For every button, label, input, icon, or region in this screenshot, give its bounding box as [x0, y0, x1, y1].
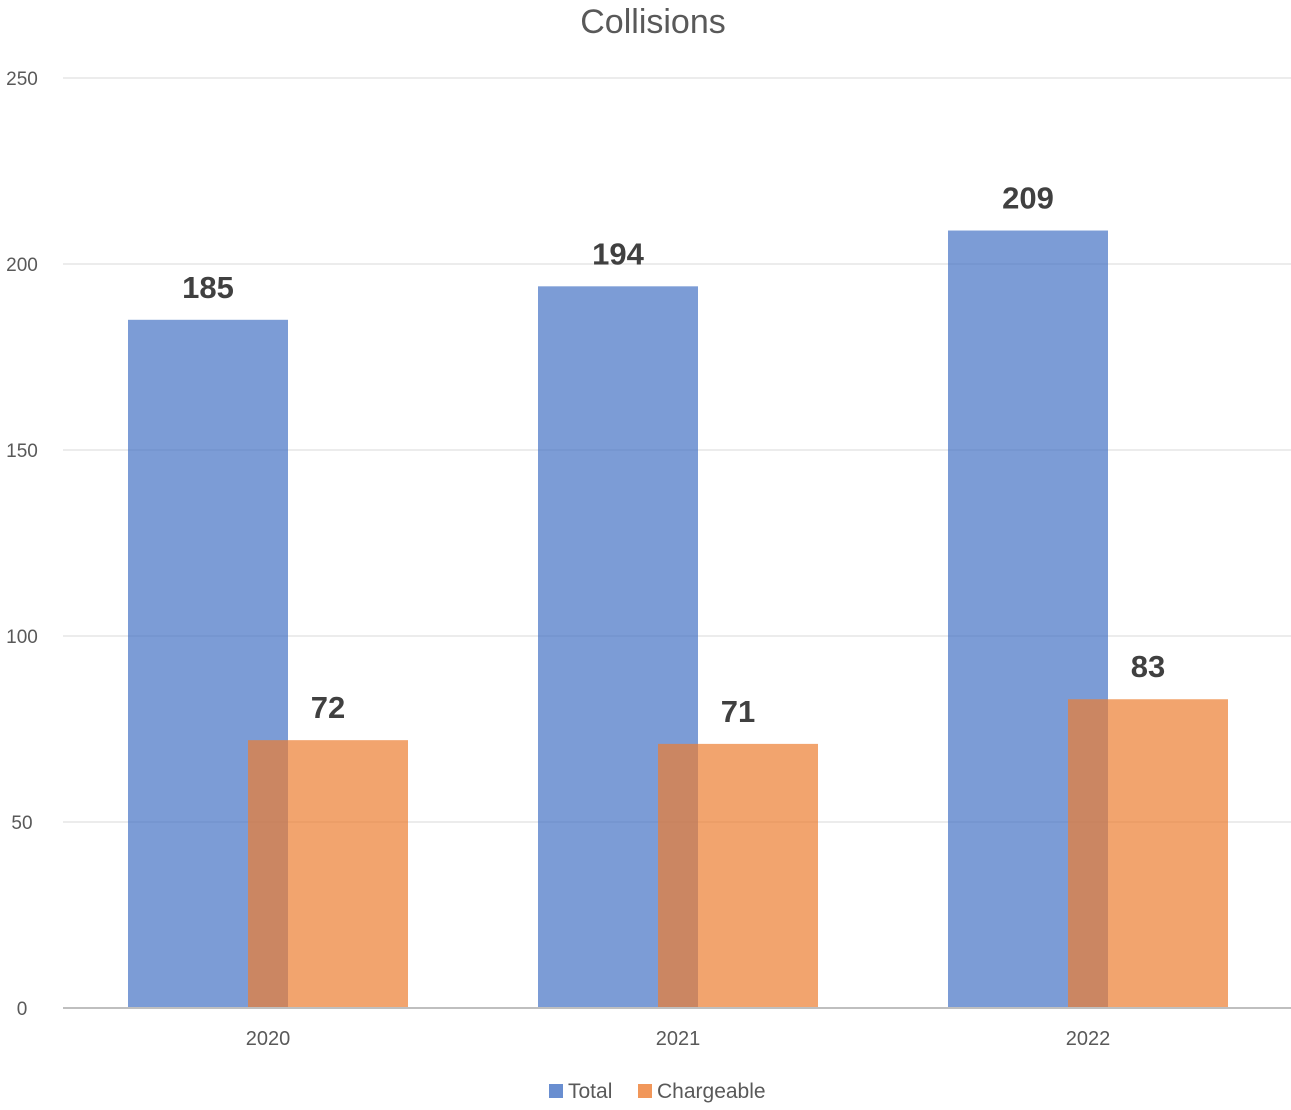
y-tick-label: 0 [17, 999, 28, 1020]
legend-label-chargeable: Chargeable [657, 1080, 766, 1103]
y-axis-ticks: 0 50 100 150 200 250 [6, 69, 38, 1020]
legend: Total Chargeable [549, 1080, 766, 1103]
data-label-total-2021: 194 [592, 236, 644, 271]
data-label-chargeable-2022: 83 [1131, 649, 1165, 684]
x-axis-ticks: 2020 2021 2022 [246, 1028, 1111, 1050]
x-tick-label: 2021 [656, 1028, 701, 1050]
legend-swatch-chargeable [638, 1084, 652, 1098]
data-label-chargeable-2020: 72 [311, 690, 345, 725]
bar-chargeable-2022 [1068, 699, 1228, 1008]
legend-label-total: Total [568, 1080, 612, 1103]
x-tick-label: 2020 [246, 1028, 291, 1050]
bar-chargeable-2021 [658, 744, 818, 1008]
y-tick-label: 100 [6, 627, 38, 648]
legend-swatch-total [549, 1084, 563, 1098]
y-tick-label: 200 [6, 255, 38, 276]
y-tick-label: 250 [6, 69, 38, 90]
y-tick-label: 150 [6, 441, 38, 462]
data-label-chargeable-2021: 71 [721, 694, 755, 729]
chart-title: Collisions [580, 3, 726, 41]
y-tick-label: 50 [11, 813, 32, 834]
bars [128, 231, 1228, 1008]
bar-chargeable-2020 [248, 740, 408, 1008]
x-tick-label: 2022 [1066, 1028, 1111, 1050]
data-label-total-2022: 209 [1002, 181, 1054, 216]
data-label-total-2020: 185 [182, 270, 234, 305]
